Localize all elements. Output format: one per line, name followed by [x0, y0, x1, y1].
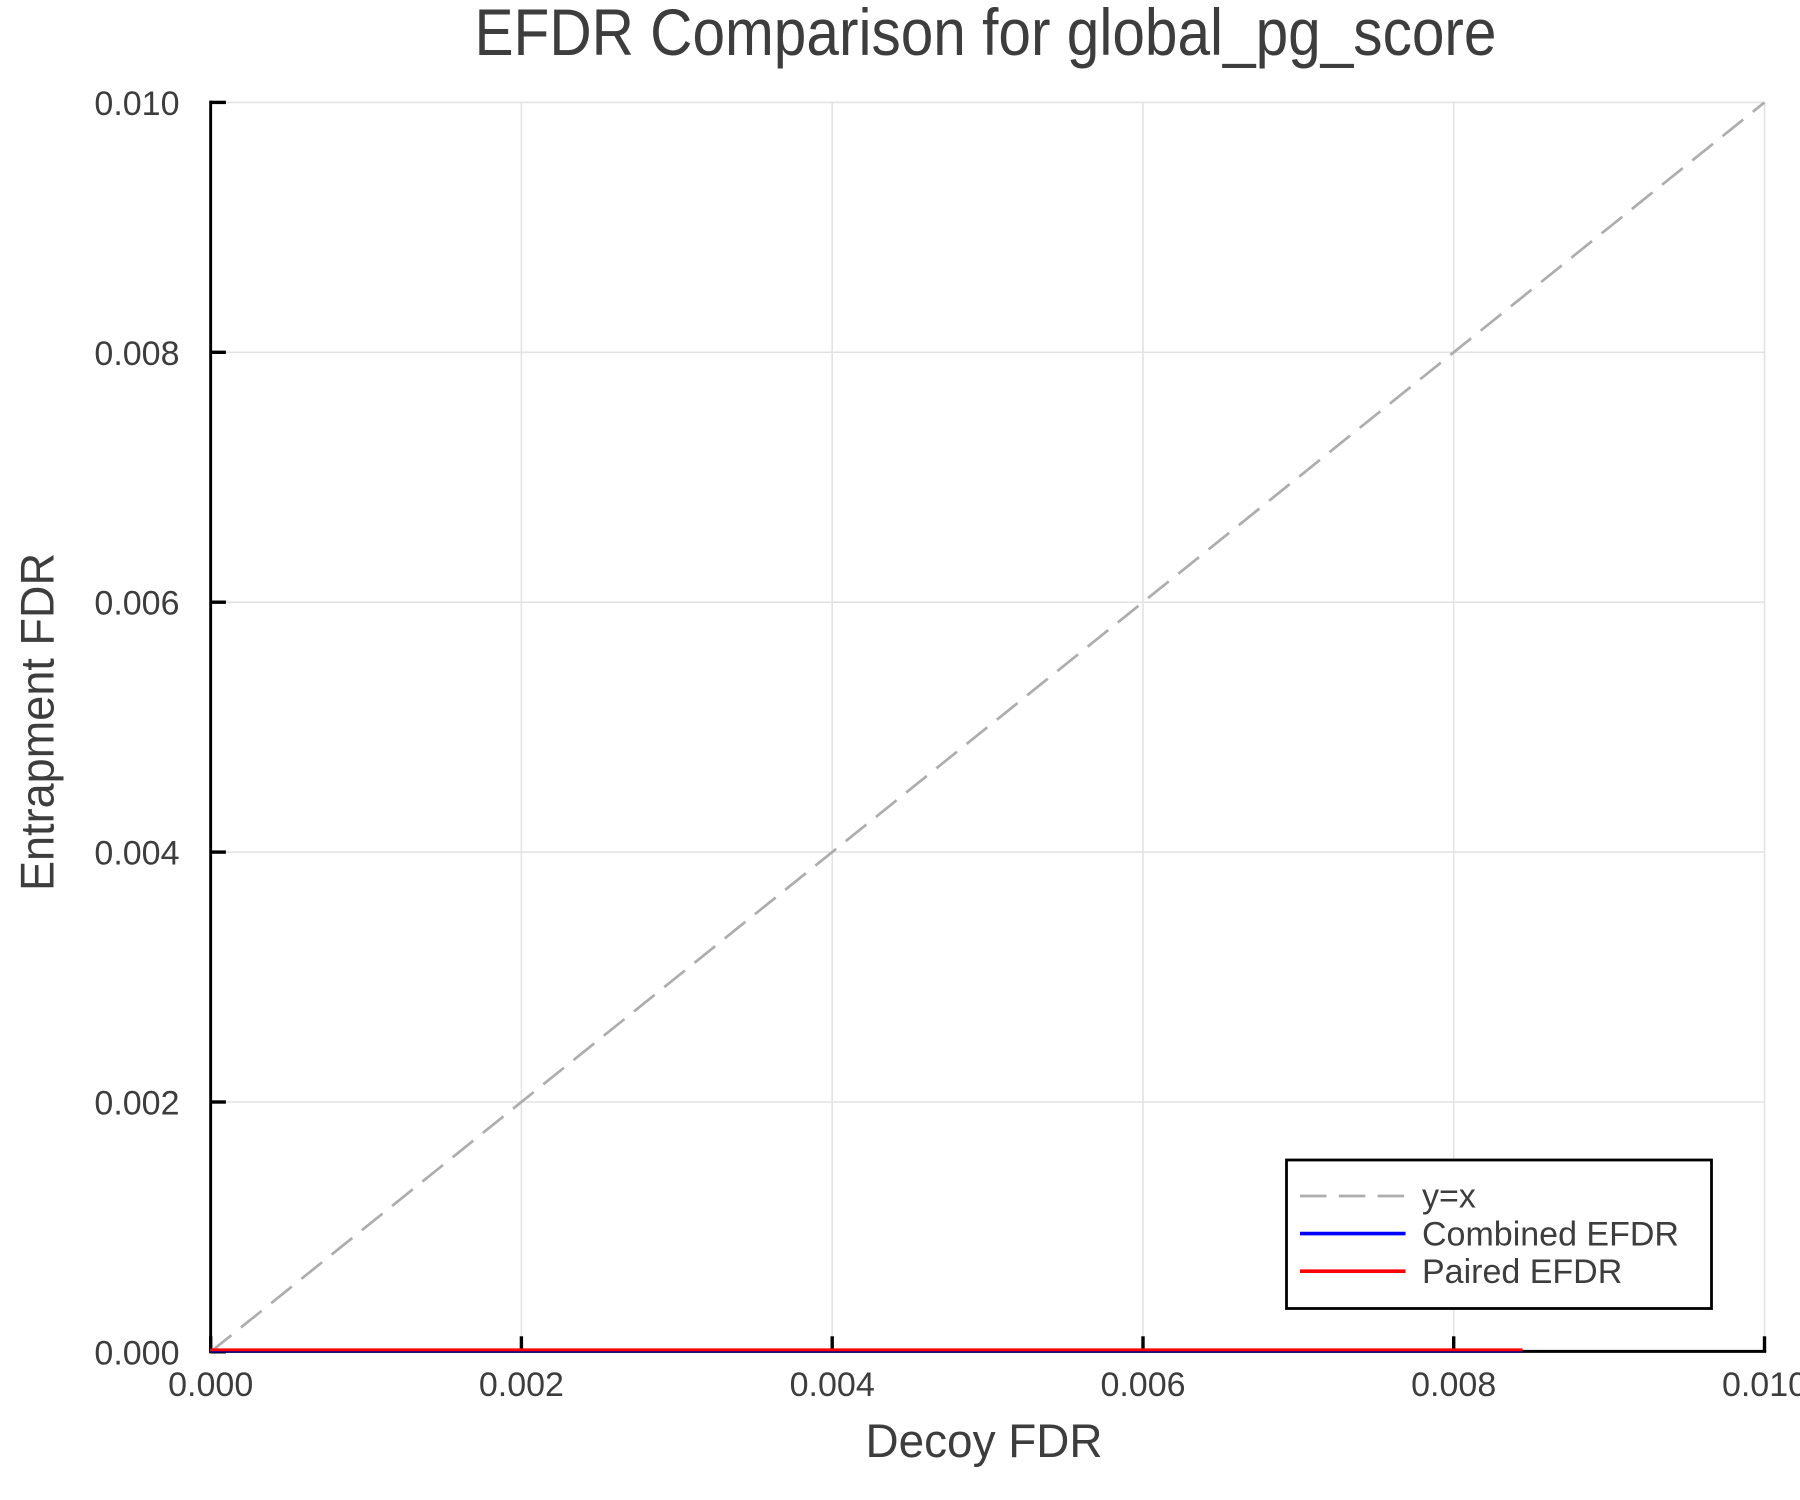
- svg-text:0.010: 0.010: [1722, 1366, 1800, 1404]
- svg-text:0.008: 0.008: [1411, 1366, 1496, 1404]
- svg-text:Entrapment FDR: Entrapment FDR: [11, 553, 64, 891]
- svg-text:0.004: 0.004: [94, 835, 179, 873]
- svg-text:0.010: 0.010: [94, 85, 179, 123]
- svg-text:Combined EFDR: Combined EFDR: [1422, 1215, 1679, 1253]
- svg-text:0.002: 0.002: [479, 1366, 564, 1404]
- svg-text:Paired EFDR: Paired EFDR: [1422, 1253, 1622, 1291]
- svg-text:0.004: 0.004: [790, 1366, 875, 1404]
- svg-text:EFDR Comparison for global_pg_: EFDR Comparison for global_pg_score: [475, 0, 1497, 69]
- svg-text:0.000: 0.000: [168, 1366, 253, 1404]
- svg-text:0.008: 0.008: [94, 335, 179, 373]
- svg-text:y=x: y=x: [1422, 1178, 1476, 1216]
- svg-text:0.006: 0.006: [1100, 1366, 1185, 1404]
- svg-text:0.000: 0.000: [94, 1334, 179, 1372]
- svg-text:0.006: 0.006: [94, 585, 179, 623]
- svg-text:0.002: 0.002: [94, 1085, 179, 1123]
- svg-text:Decoy FDR: Decoy FDR: [866, 1414, 1103, 1467]
